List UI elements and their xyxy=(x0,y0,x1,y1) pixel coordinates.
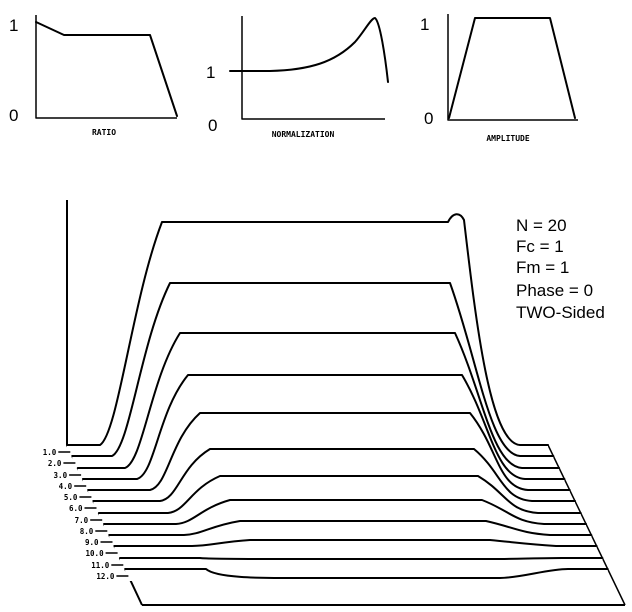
depth-label: 3.0 xyxy=(54,471,68,480)
amplitude-axis-label: AMPLITUDE xyxy=(486,134,530,143)
right-depth-edge xyxy=(547,444,626,606)
waterfall-curve xyxy=(92,448,576,502)
curve-mask xyxy=(120,558,603,570)
curve-mask xyxy=(114,540,597,558)
param-phase: Phase = 0 xyxy=(516,281,593,300)
depth-ticks: 1.0 2.0 3.0 4.0 5.0 6.0 7.0 8.0 9.0 10.0 11.0 12.0 xyxy=(43,448,129,581)
param-fm: Fm = 1 xyxy=(516,258,569,277)
amplitude-plot: 1 0 AMPLITUDE xyxy=(420,14,578,143)
depth-label: 8.0 xyxy=(80,527,94,536)
ratio-curve xyxy=(35,21,178,117)
ratio-axes xyxy=(35,15,177,119)
param-n: N = 20 xyxy=(516,216,567,235)
param-fc: Fc = 1 xyxy=(516,237,564,256)
ratio-axis-label: RATIO xyxy=(92,128,116,137)
amplitude-curve xyxy=(448,17,576,119)
normalization-curve xyxy=(229,17,389,83)
waterfall-curve xyxy=(119,557,604,560)
waterfall-curve xyxy=(66,213,549,446)
depth-label: 10.0 xyxy=(86,549,105,558)
waterfall-curve xyxy=(97,475,582,514)
waterfall-curve xyxy=(87,412,571,491)
ratio-plot: 1 0 RATIO xyxy=(9,15,178,137)
waterfall-curves xyxy=(66,213,609,581)
ratio-bottom-value: 0 xyxy=(9,106,18,125)
depth-label: 9.0 xyxy=(85,538,99,547)
waterfall-plot: 1.0 2.0 3.0 4.0 5.0 6.0 7.0 8.0 9.0 10.0 11.0 12.0 xyxy=(43,200,626,606)
depth-label: 12.0 xyxy=(96,572,115,581)
depth-label: 1.0 xyxy=(43,448,57,457)
waterfall-curve xyxy=(103,499,587,525)
normalization-axes xyxy=(241,16,385,120)
waterfall-curve xyxy=(71,282,555,457)
normalization-axis-label: NORMALIZATION xyxy=(272,130,335,139)
waterfall-curve xyxy=(113,539,598,547)
normalization-mid-value: 1 xyxy=(206,63,215,82)
waterfall-curve xyxy=(108,520,593,536)
curve-mask xyxy=(125,569,608,581)
depth-label: 11.0 xyxy=(91,561,110,570)
param-sidedness: TWO-Sided xyxy=(516,303,605,322)
depth-label: 5.0 xyxy=(64,493,78,502)
amplitude-axes xyxy=(447,14,578,121)
normalization-bottom-value: 0 xyxy=(208,116,217,135)
waterfall-curve xyxy=(76,332,561,469)
parameter-block: N = 20 Fc = 1 Fm = 1 Phase = 0 TWO-Sided xyxy=(516,216,605,322)
depth-label: 4.0 xyxy=(59,482,73,491)
normalization-plot: 1 0 NORMALIZATION xyxy=(206,16,389,139)
waterfall-curve xyxy=(81,374,566,480)
amplitude-bottom-value: 0 xyxy=(424,109,433,128)
amplitude-top-value: 1 xyxy=(420,15,429,34)
waterfall-curve xyxy=(124,568,609,579)
depth-label: 6.0 xyxy=(69,504,83,513)
ratio-top-value: 1 xyxy=(9,16,18,35)
depth-label: 2.0 xyxy=(48,459,62,468)
depth-label: 7.0 xyxy=(75,516,89,525)
